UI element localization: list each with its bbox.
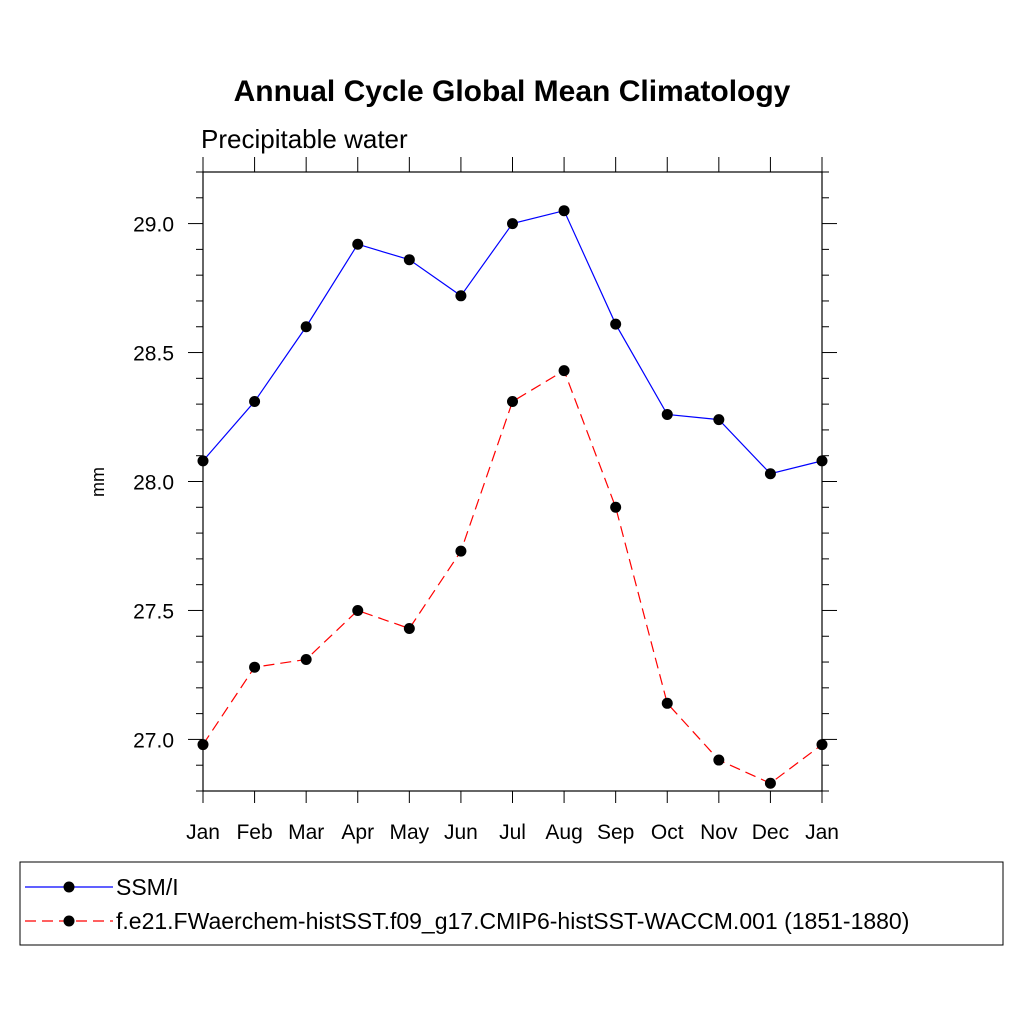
data-point-ssmi xyxy=(713,414,725,426)
data-point-model xyxy=(507,396,518,408)
data-point-ssmi xyxy=(352,238,364,250)
x-tick-label: Jun xyxy=(444,821,478,844)
data-point-model xyxy=(352,604,364,616)
data-point-ssmi xyxy=(558,205,570,217)
x-tick-label: Jul xyxy=(499,821,526,844)
x-tick-label: Sep xyxy=(597,821,634,844)
legend-item-model: f.e21.FWaerchem-histSST.f09_g17.CMIP6-hi… xyxy=(25,908,909,934)
data-point-ssmi xyxy=(403,254,415,266)
legend-item-ssmi: SSM/I xyxy=(25,874,179,900)
data-point-model xyxy=(197,739,209,751)
data-point-model xyxy=(610,501,622,513)
data-point-model xyxy=(455,545,467,557)
data-point-ssmi xyxy=(661,408,673,420)
y-tick-label: 28.0 xyxy=(133,472,174,495)
data-point-model xyxy=(300,653,312,665)
chart-title: Annual Cycle Global Mean Climatology xyxy=(234,75,791,108)
x-tick-label: Apr xyxy=(341,821,374,844)
data-point-ssmi xyxy=(764,468,776,480)
x-tick-label: Nov xyxy=(700,821,738,844)
data-point-ssmi xyxy=(249,396,261,408)
x-tick-label: Dec xyxy=(752,821,789,844)
x-tick-label: May xyxy=(389,821,429,844)
data-point-model xyxy=(713,754,725,766)
data-point-model xyxy=(403,623,415,635)
x-tick-label: Aug xyxy=(545,821,582,844)
x-tick-label: Oct xyxy=(651,821,684,844)
y-tick-label: 27.5 xyxy=(133,600,174,623)
data-point-ssmi xyxy=(816,455,828,467)
data-point-ssmi xyxy=(197,455,209,467)
data-point-ssmi xyxy=(610,318,622,330)
legend-box xyxy=(19,861,1004,946)
data-point-ssmi xyxy=(300,321,312,333)
legend-marker-model xyxy=(63,915,75,927)
data-point-model xyxy=(764,777,776,789)
series-layer xyxy=(197,205,828,789)
x-tick-label: Mar xyxy=(288,821,324,844)
legend-label-ssmi: SSM/I xyxy=(116,874,179,900)
x-tick-label: Feb xyxy=(236,821,272,844)
y-tick-label: 27.0 xyxy=(133,729,174,752)
series-line-ssmi xyxy=(202,209,823,475)
legend-marker-ssmi xyxy=(63,881,75,893)
legend-label-model: f.e21.FWaerchem-histSST.f09_g17.CMIP6-hi… xyxy=(116,908,909,934)
plot-frame xyxy=(202,171,823,792)
data-point-model xyxy=(249,661,261,673)
chart-subtitle: Precipitable water xyxy=(201,124,408,154)
y-tick-label: 29.0 xyxy=(133,214,174,237)
data-point-ssmi xyxy=(455,290,467,302)
data-point-ssmi xyxy=(507,218,518,230)
x-tick-label: Jan xyxy=(186,821,220,844)
y-tick-label: 28.5 xyxy=(133,343,174,366)
y-axis-label: mm xyxy=(88,467,108,497)
x-tick-label: Jan xyxy=(805,821,839,844)
series-line-model xyxy=(202,369,823,784)
data-point-model xyxy=(816,739,828,751)
axes-ticks: Jan Feb Mar Apr May Jun Jul Aug Sep Oct Nov Dec Jan 2… xyxy=(133,157,839,844)
data-point-model xyxy=(661,697,673,709)
data-point-model xyxy=(558,365,570,377)
